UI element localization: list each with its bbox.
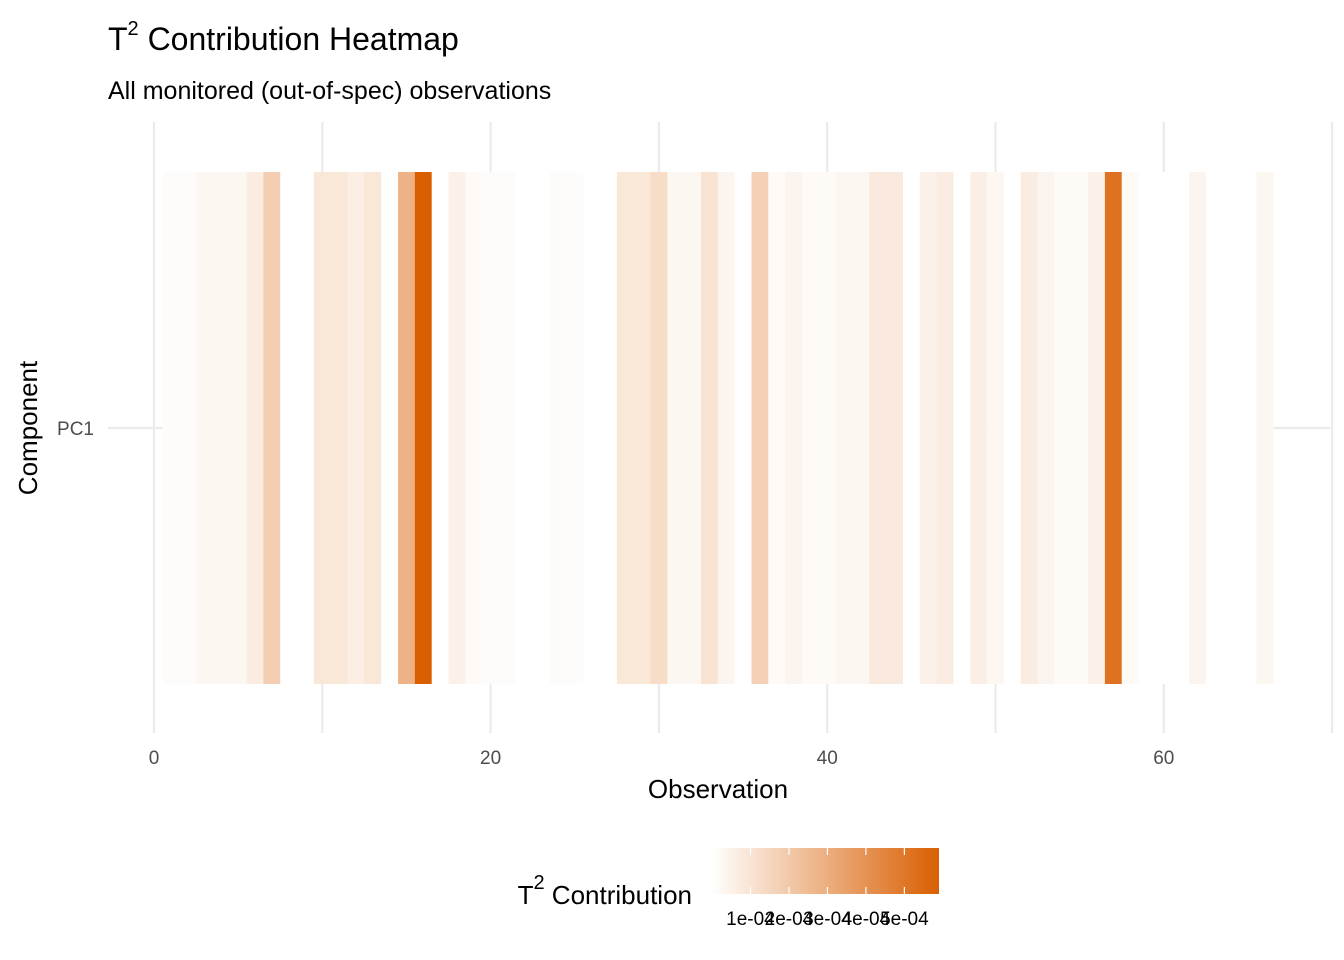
x-tick-label-0: 0 bbox=[149, 748, 160, 769]
heatmap-tile-22 bbox=[515, 172, 533, 684]
heatmap-tile-20 bbox=[482, 172, 500, 684]
heatmap-tile-2 bbox=[179, 172, 197, 684]
heatmap-tile-58 bbox=[1121, 172, 1139, 684]
heatmap-tile-60 bbox=[1155, 172, 1173, 684]
heatmap-tile-40 bbox=[818, 172, 836, 684]
heatmap-tile-6 bbox=[246, 172, 264, 684]
heatmap-tile-52 bbox=[1020, 172, 1038, 684]
heatmap-tile-33 bbox=[700, 172, 719, 684]
heatmap-tile-4 bbox=[212, 172, 231, 684]
heatmap-tile-41 bbox=[835, 172, 853, 684]
heatmap-tile-45 bbox=[902, 172, 921, 684]
heatmap-tile-14 bbox=[381, 172, 399, 684]
heatmap-tile-61 bbox=[1172, 172, 1190, 684]
heatmap-tiles bbox=[162, 172, 1274, 684]
heatmap-tile-11 bbox=[330, 172, 348, 684]
heatmap-tile-43 bbox=[869, 172, 887, 684]
heatmap-tile-36 bbox=[751, 172, 769, 684]
heatmap-tile-25 bbox=[566, 172, 584, 684]
heatmap-tile-38 bbox=[785, 172, 803, 684]
heatmap-tile-31 bbox=[667, 172, 685, 684]
legend-title: T2 Contribution bbox=[518, 872, 692, 910]
y-axis-title: Component bbox=[13, 360, 43, 495]
heatmap-tile-15 bbox=[398, 172, 416, 684]
heatmap-tile-63 bbox=[1205, 172, 1224, 684]
heatmap-tile-9 bbox=[297, 172, 315, 684]
heatmap-tile-48 bbox=[953, 172, 971, 684]
heatmap-tile-42 bbox=[852, 172, 870, 684]
heatmap-tile-53 bbox=[1037, 172, 1055, 684]
heatmap-tile-23 bbox=[532, 172, 550, 684]
heatmap-tile-32 bbox=[684, 172, 702, 684]
heatmap-tile-10 bbox=[313, 172, 332, 684]
heatmap-tile-57 bbox=[1104, 172, 1123, 684]
x-tick-label-2: 40 bbox=[817, 748, 838, 769]
heatmap-tile-8 bbox=[280, 172, 298, 684]
heatmap-tile-66 bbox=[1256, 172, 1274, 684]
heatmap-tile-59 bbox=[1138, 172, 1156, 684]
legend-tick-label-1: 2e-04 bbox=[765, 909, 814, 930]
heatmap-tile-1 bbox=[162, 172, 180, 684]
legend: T2 Contribution 1e-042e-043e-044e-045e-0… bbox=[518, 848, 939, 930]
heatmap-tile-62 bbox=[1189, 172, 1207, 684]
heatmap-tile-56 bbox=[1088, 172, 1106, 684]
legend-tick-label-2: 3e-04 bbox=[803, 909, 852, 930]
heatmap-tile-13 bbox=[364, 172, 382, 684]
legend-tick-label-0: 1e-04 bbox=[726, 909, 775, 930]
heatmap-tile-44 bbox=[886, 172, 904, 684]
heatmap-tile-24 bbox=[549, 172, 567, 684]
heatmap-tile-64 bbox=[1222, 172, 1240, 684]
x-tick-label-3: 60 bbox=[1153, 748, 1174, 769]
heatmap-tile-39 bbox=[801, 172, 820, 684]
legend-colorbar bbox=[712, 848, 939, 894]
x-axis-title: Observation bbox=[648, 774, 788, 804]
heatmap-tile-28 bbox=[616, 172, 634, 684]
heatmap-tile-55 bbox=[1071, 172, 1089, 684]
heatmap-tile-29 bbox=[633, 172, 651, 684]
heatmap-tile-3 bbox=[196, 172, 214, 684]
heatmap-tile-12 bbox=[347, 172, 365, 684]
heatmap-tile-34 bbox=[717, 172, 735, 684]
x-axis-ticks: 0 20 40 60 bbox=[149, 748, 1175, 769]
heatmap-tile-54 bbox=[1054, 172, 1072, 684]
heatmap-tile-5 bbox=[229, 172, 247, 684]
heatmap-tile-51 bbox=[1003, 172, 1022, 684]
heatmap-tile-35 bbox=[734, 172, 752, 684]
heatmap-tile-7 bbox=[263, 172, 281, 684]
y-tick-label-0: PC1 bbox=[57, 419, 94, 440]
heatmap-tile-27 bbox=[599, 172, 618, 684]
heatmap-tile-47 bbox=[936, 172, 954, 684]
legend-tick-label-3: 4e-04 bbox=[842, 909, 891, 930]
heatmap-tile-30 bbox=[650, 172, 668, 684]
heatmap-tile-26 bbox=[583, 172, 601, 684]
heatmap-tile-46 bbox=[919, 172, 937, 684]
x-tick-label-1: 20 bbox=[480, 748, 501, 769]
heatmap-tile-16 bbox=[414, 172, 432, 684]
heatmap-tile-65 bbox=[1239, 172, 1257, 684]
chart-title: T2 Contribution Heatmap bbox=[108, 18, 459, 57]
chart-subtitle: All monitored (out-of-spec) observations bbox=[108, 77, 551, 105]
heatmap-tile-37 bbox=[768, 172, 786, 684]
heatmap-tile-50 bbox=[987, 172, 1005, 684]
heatmap-tile-19 bbox=[465, 172, 483, 684]
heatmap-tile-17 bbox=[431, 172, 449, 684]
heatmap-tile-18 bbox=[448, 172, 466, 684]
legend-tick-label-4: 5e-04 bbox=[880, 909, 929, 930]
heatmap-tile-21 bbox=[499, 172, 517, 684]
heatmap-tile-49 bbox=[970, 172, 988, 684]
y-axis-ticks: PC1 bbox=[57, 419, 94, 440]
